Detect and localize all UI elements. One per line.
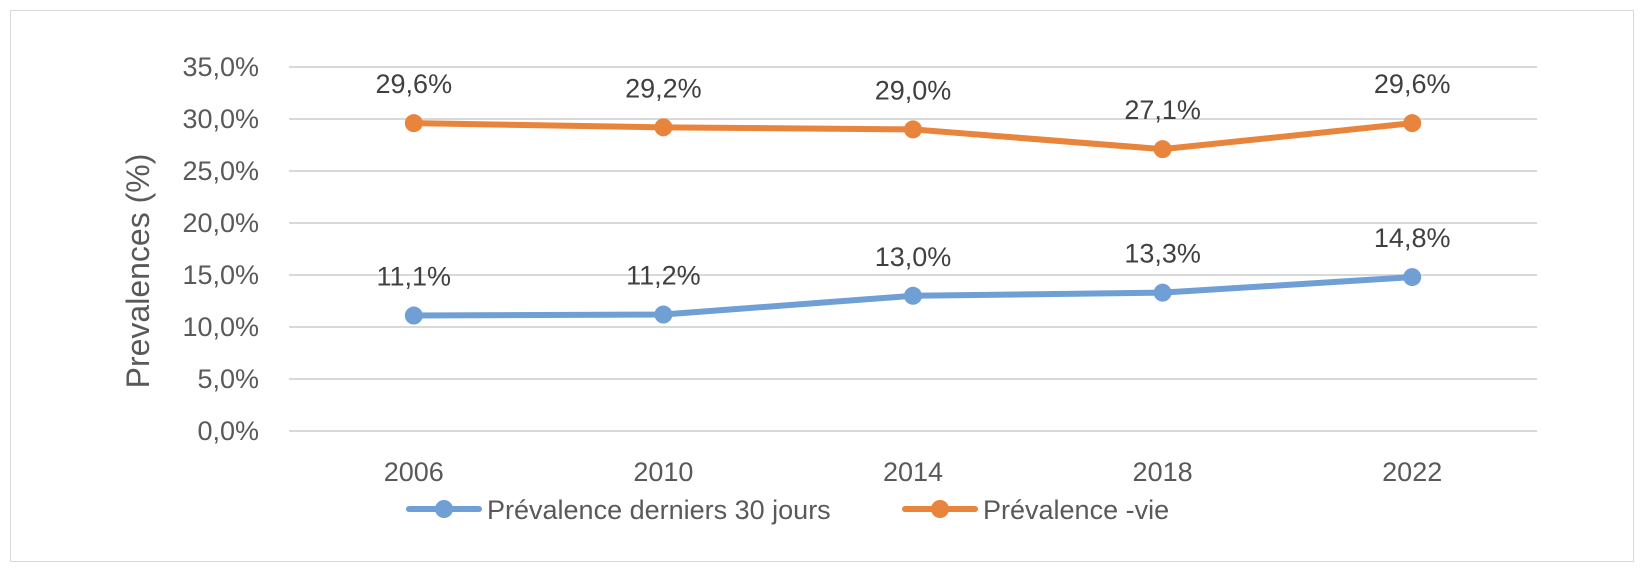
data-point [1153, 283, 1172, 302]
y-tick-label: 30,0% [182, 104, 259, 134]
y-tick-label: 5,0% [197, 364, 259, 394]
data-label: 13,3% [1124, 239, 1201, 269]
x-tick-label: 2018 [1133, 457, 1193, 487]
data-point [904, 286, 922, 305]
legend-marker [931, 500, 949, 518]
data-point [1153, 140, 1172, 159]
legend-label: Prévalence derniers 30 jours [487, 495, 831, 525]
x-axis-ticks: 2006 2010 2014 2018 2022 [384, 457, 1442, 487]
y-tick-label: 0,0% [197, 416, 259, 446]
data-label: 29,6% [376, 69, 453, 99]
y-axis-title: Prevalences (%) [120, 154, 156, 389]
x-tick-label: 2010 [633, 457, 693, 487]
chart-frame: 0,0% 5,0% 10,0% 15,0% 20,0% 25,0% 30,0% 35,0% 2… [10, 10, 1634, 562]
data-label: 13,0% [875, 242, 952, 272]
data-point [654, 305, 673, 324]
y-axis-ticks: 0,0% 5,0% 10,0% 15,0% 20,0% 25,0% 30,0% 35,0% [182, 52, 259, 446]
y-tick-label: 10,0% [182, 312, 259, 342]
data-label: 14,8% [1374, 223, 1451, 253]
data-point [904, 120, 922, 139]
legend-marker [435, 500, 453, 518]
data-label: 11,1% [377, 262, 452, 292]
data-label: 29,0% [875, 75, 952, 105]
legend-label: Prévalence -vie [983, 495, 1169, 525]
data-point [404, 114, 423, 133]
x-tick-label: 2006 [384, 457, 444, 487]
data-label: 29,6% [1374, 69, 1451, 99]
gridlines [289, 66, 1537, 432]
data-label: 27,1% [1124, 95, 1201, 125]
series [404, 114, 1422, 325]
data-point [1403, 268, 1422, 287]
legend: Prévalence derniers 30 jours Prévalence -… [406, 495, 1169, 525]
y-tick-label: 20,0% [182, 208, 259, 238]
line-chart: 0,0% 5,0% 10,0% 15,0% 20,0% 25,0% 30,0% 35,0% 2… [120, 52, 1537, 525]
y-tick-label: 25,0% [182, 156, 259, 186]
y-tick-label: 35,0% [182, 52, 259, 82]
y-tick-label: 15,0% [182, 260, 259, 290]
data-label: 29,2% [625, 73, 702, 103]
data-point [404, 306, 423, 325]
x-tick-label: 2022 [1382, 457, 1442, 487]
data-label: 11,2% [626, 261, 701, 291]
data-labels: 11,1% 11,2% 13,0% 13,3% 14,8% 29,6% 29,2% 29,0%… [376, 69, 1451, 291]
data-point [1403, 114, 1422, 133]
x-tick-label: 2014 [883, 457, 943, 487]
data-point [654, 118, 673, 137]
